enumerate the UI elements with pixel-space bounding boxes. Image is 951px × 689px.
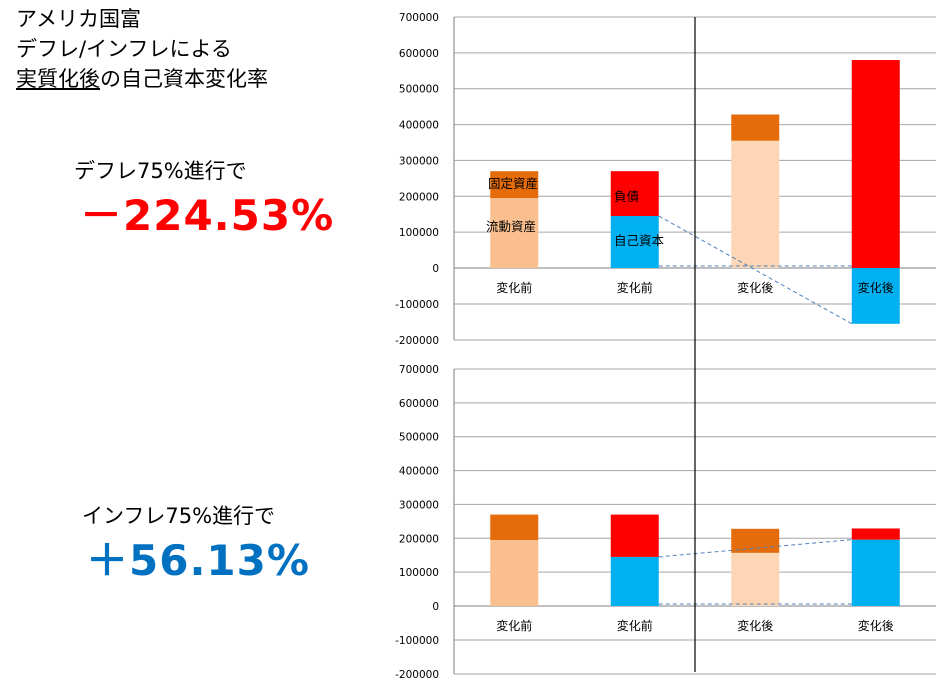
bar-segment [610,556,659,606]
y-tick-label: 0 [432,601,439,613]
x-tick-label: 変化後 [737,618,773,633]
y-tick-label: 700000 [399,12,439,24]
title-line-3-underlined: 実質化後 [16,67,100,91]
y-tick-label: 400000 [399,466,439,478]
title-line-1: アメリカ国富 [16,7,141,31]
annotation-liabilities: 負債 [614,189,639,204]
x-tick-label: 変化前 [617,618,653,633]
bar-segment [490,539,539,606]
title-line-3: 実質化後の自己資本変化率 [16,64,268,94]
y-tick-label: 0 [432,263,439,275]
y-tick-label: -200000 [395,669,439,681]
bar-segment [731,528,780,553]
y-tick-label: -200000 [395,335,439,347]
bar-segment [851,528,900,540]
bar-segment [731,552,780,606]
y-tick-label: 500000 [399,432,439,444]
x-tick-label: 変化後 [737,280,773,295]
bar-segment [610,514,659,557]
bar-segment [851,60,900,269]
annotation-equity: 自己資本 [614,233,665,248]
bar-segment [851,539,900,606]
annotation-current-assets: 流動資産 [486,219,536,234]
y-tick-label: 400000 [399,120,439,132]
slide-title: アメリカ国富 デフレ/インフレによる 実質化後の自己資本変化率 [16,4,268,94]
annotation-fixed-assets: 固定資産 [488,176,538,191]
bar-segment [610,171,659,217]
title-line-2: デフレ/インフレによる [16,37,232,61]
x-tick-label: 変化前 [496,618,532,633]
y-tick-label: 100000 [399,567,439,579]
connector-line [658,215,852,325]
y-tick-label: 300000 [399,155,439,167]
connector-line [658,539,852,558]
bar-segment [490,198,539,268]
title-line-3-rest: の自己資本変化率 [100,67,268,91]
y-tick-label: 200000 [399,191,439,203]
x-tick-label: 変化後 [858,618,894,633]
y-tick-label: 700000 [399,364,439,376]
inflation-caption: インフレ75%進行で [82,504,276,528]
y-tick-label: 100000 [399,227,439,239]
bar-segment [490,514,539,540]
x-tick-label: 変化後 [858,280,894,295]
y-tick-label: 600000 [399,398,439,410]
y-tick-label: 200000 [399,533,439,545]
x-tick-label: 変化前 [617,280,653,295]
y-tick-label: 300000 [399,499,439,511]
y-tick-label: -100000 [395,299,439,311]
bar-segment [610,216,659,268]
deflation-value: －224.53% [80,191,335,240]
deflation-caption: デフレ75%進行で [74,159,247,183]
y-tick-label: 600000 [399,48,439,60]
bar-segment [731,114,780,141]
y-tick-label: -100000 [395,635,439,647]
inflation-value: ＋56.13% [86,536,310,585]
bar-segment [731,140,780,268]
bar-segment [490,171,539,199]
x-tick-label: 変化前 [496,280,532,295]
bar-segment [851,268,900,324]
y-tick-label: 500000 [399,84,439,96]
